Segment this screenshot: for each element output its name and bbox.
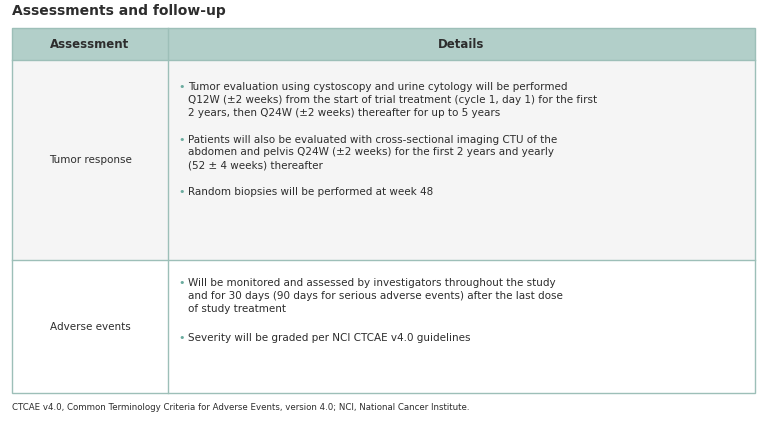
Text: •: • (178, 134, 185, 145)
Text: Assessment: Assessment (50, 38, 129, 51)
Text: Adverse events: Adverse events (49, 321, 130, 332)
Bar (12, 60, 755, 260)
Text: Random biopsies will be performed at week 48: Random biopsies will be performed at wee… (188, 187, 434, 197)
Text: •: • (178, 278, 185, 288)
Text: Tumor evaluation using cystoscopy and urine cytology will be performed
Q12W (±2 : Tumor evaluation using cystoscopy and ur… (188, 82, 598, 118)
Text: Patients will also be evaluated with cross-sectional imaging CTU of the
abdomen : Patients will also be evaluated with cro… (188, 134, 557, 170)
Text: Assessments and follow-up: Assessments and follow-up (12, 4, 226, 18)
Text: Tumor response: Tumor response (49, 155, 132, 165)
Bar (12, 28, 755, 393)
Text: Will be monitored and assessed by investigators throughout the study
and for 30 : Will be monitored and assessed by invest… (188, 278, 563, 314)
Text: Severity will be graded per NCI CTCAE v4.0 guidelines: Severity will be graded per NCI CTCAE v4… (188, 333, 470, 342)
Text: •: • (178, 333, 185, 342)
Text: CTCAE v4.0, Common Terminology Criteria for Adverse Events, version 4.0; NCI, Na: CTCAE v4.0, Common Terminology Criteria … (12, 403, 470, 412)
Text: •: • (178, 187, 185, 197)
Text: •: • (178, 82, 185, 92)
Bar (12, 260, 755, 393)
Text: Details: Details (438, 38, 484, 51)
Bar (12, 28, 755, 60)
